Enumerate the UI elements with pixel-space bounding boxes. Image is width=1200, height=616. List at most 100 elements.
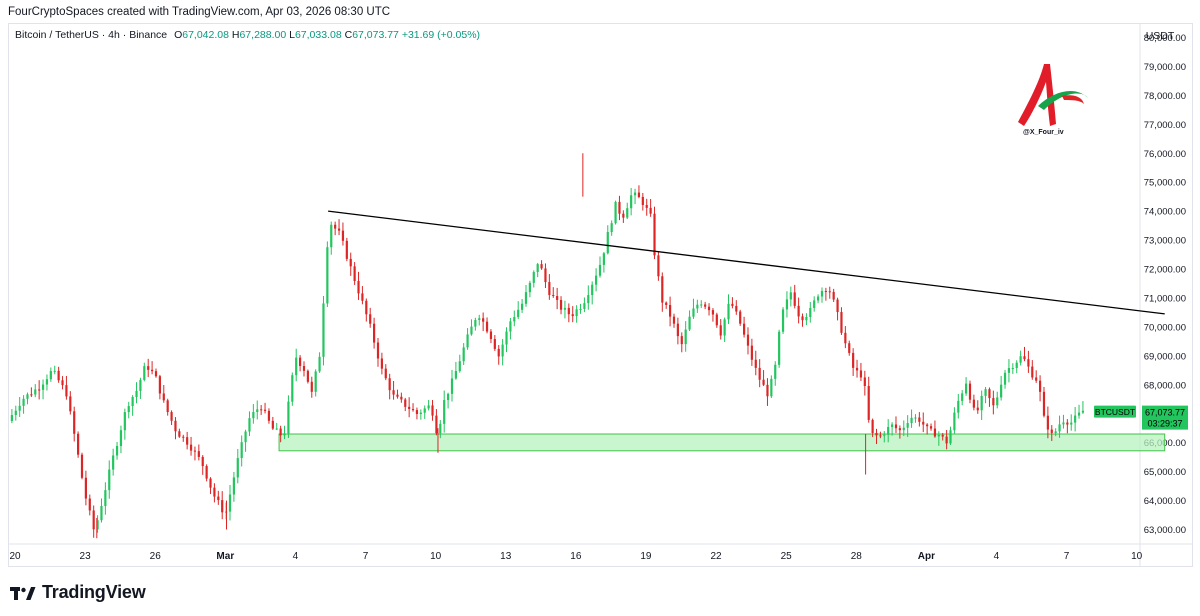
candle-body <box>298 357 302 366</box>
candle-body <box>665 302 668 305</box>
candle-body <box>513 317 516 322</box>
candle-body <box>676 323 679 337</box>
open-label: O <box>174 29 183 41</box>
price-tag-countdown: 03:29:37 <box>1147 419 1182 429</box>
candle-body <box>186 437 189 445</box>
candle-body <box>544 268 547 283</box>
time-tick-label: 13 <box>500 551 512 562</box>
candle-body <box>240 442 243 459</box>
candle-body <box>964 383 968 394</box>
candle-body <box>785 299 789 310</box>
candle-body <box>302 365 306 371</box>
candle-body <box>871 419 874 433</box>
candle-body <box>419 412 422 415</box>
candle-body <box>189 444 193 451</box>
high-label: H <box>231 29 240 41</box>
candle-body <box>1066 422 1069 425</box>
candle-body <box>123 412 126 431</box>
candle-body <box>49 371 52 380</box>
candle-body <box>532 272 535 283</box>
candle-body <box>326 247 329 304</box>
candle-body <box>863 377 866 386</box>
candle-body <box>805 317 808 321</box>
time-tick-label: 7 <box>1064 551 1070 562</box>
support-zone[interactable] <box>278 433 1166 452</box>
candle-body <box>668 304 672 317</box>
candle-body <box>778 331 781 365</box>
candle-body <box>337 228 341 231</box>
candle-body <box>345 240 348 259</box>
candle-body <box>587 295 590 304</box>
candle-body <box>684 329 687 345</box>
candle-body <box>509 321 512 332</box>
candle-body <box>820 290 824 297</box>
candle-body <box>1062 422 1065 425</box>
candle-body <box>704 304 707 307</box>
candle-body <box>435 415 438 434</box>
price-tick-label: 75,000.00 <box>1144 178 1186 189</box>
candle-body <box>322 303 325 357</box>
candle-body <box>252 412 255 419</box>
tradingview-footer[interactable]: TradingView <box>10 582 146 603</box>
candle-body <box>205 466 208 479</box>
candle-body <box>583 303 586 309</box>
candle-body <box>61 380 64 386</box>
candle-body <box>1007 368 1011 373</box>
candle-body <box>1003 372 1007 385</box>
price-tick-label: 68,000.00 <box>1144 380 1186 391</box>
candle-body <box>38 389 41 391</box>
candle-body <box>162 393 165 401</box>
currency-selector[interactable]: USDT <box>1145 30 1175 42</box>
candle-body <box>723 319 726 336</box>
candle-body <box>739 311 742 324</box>
candle-body <box>104 490 107 507</box>
watermark-handle: @X_Four_iv <box>1023 129 1064 136</box>
candle-body <box>497 348 500 357</box>
candle-body <box>353 266 356 282</box>
candle-body <box>158 376 161 394</box>
candle-body <box>937 434 940 437</box>
candle-body <box>314 371 317 392</box>
candle-body <box>926 424 929 427</box>
candle-body <box>197 451 200 457</box>
candle-body <box>411 409 415 411</box>
candle-body <box>844 332 847 344</box>
candle-body <box>248 418 251 432</box>
candle-body <box>478 318 481 321</box>
time-tick-label: 16 <box>570 551 582 562</box>
candle-body <box>957 400 960 413</box>
candle-body <box>894 424 898 429</box>
candle-body <box>450 378 454 394</box>
candle-body <box>832 291 835 300</box>
candle-body <box>244 431 247 443</box>
candle-body <box>548 282 551 295</box>
symbol-label[interactable]: Bitcoin / TetherUS · 4h · Binance <box>15 29 168 41</box>
trendline[interactable] <box>328 210 1165 315</box>
candle-body <box>637 192 641 197</box>
candle-body <box>1050 429 1053 433</box>
candle-body <box>633 192 637 196</box>
candle-body <box>1058 424 1061 432</box>
candle-body <box>758 367 761 380</box>
price-axis[interactable]: 63,000.0064,000.0065,000.0066,000.0067,0… <box>1139 23 1186 566</box>
candle-body <box>213 487 216 497</box>
candle-body <box>653 213 656 256</box>
open-value: 67,042.08 <box>182 29 229 41</box>
price-tick-label: 70,000.00 <box>1144 322 1186 333</box>
time-axis[interactable]: 20 23 26 Mar 4 7 10 13 16 19 22 25 28 Apr 4 7 10 <box>8 543 1192 562</box>
candle-body <box>1019 356 1022 363</box>
symbol-tag-label: BTCUSDT <box>1095 407 1135 417</box>
candle-body <box>431 405 434 416</box>
candle-body <box>271 420 274 429</box>
candle-body <box>334 224 337 229</box>
candle-body <box>201 456 204 467</box>
candle-body <box>898 428 901 431</box>
candle-body <box>139 379 142 391</box>
candle-body <box>96 520 99 530</box>
candle-body <box>980 395 983 411</box>
candle-body <box>112 455 115 470</box>
candle-body <box>178 431 181 437</box>
candle-body <box>115 446 119 456</box>
candle-body <box>306 370 309 382</box>
